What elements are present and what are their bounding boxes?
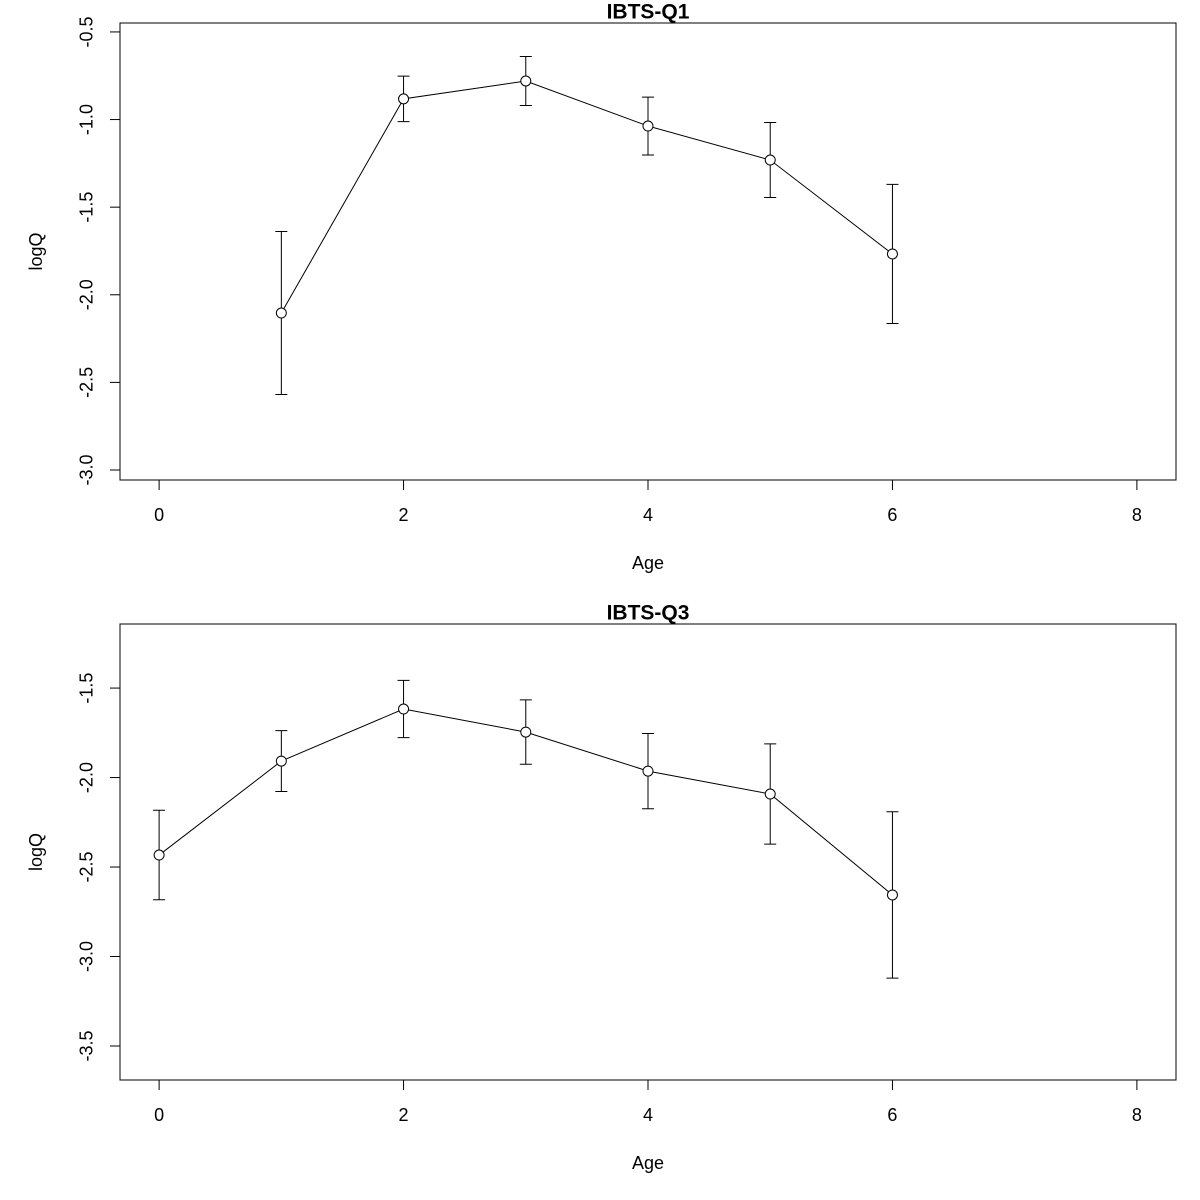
plot-box	[119, 22, 1177, 481]
point	[520, 75, 532, 87]
y-tick-label: -2.0	[77, 279, 97, 310]
y-tick-label: -2.5	[77, 852, 97, 883]
point	[398, 703, 410, 715]
chart-title: IBTS-Q3	[607, 602, 690, 625]
y-tick-label: -1.0	[77, 104, 97, 135]
chart-title: IBTS-Q1	[607, 1, 690, 24]
point	[764, 788, 776, 800]
x-tick-label: 4	[643, 505, 653, 525]
x-tick-label: 4	[643, 1105, 653, 1125]
y-tick-label: -1.5	[77, 673, 97, 704]
x-tick-label: 8	[1132, 505, 1142, 525]
y-tick-label: -2.0	[77, 762, 97, 793]
point	[275, 307, 287, 319]
point	[642, 120, 654, 132]
y-tick-label: -3.0	[77, 454, 97, 485]
y-axis-label: logQ	[26, 232, 46, 270]
x-tick-label: 2	[399, 505, 409, 525]
point	[275, 755, 287, 767]
point	[886, 889, 898, 901]
point	[520, 726, 532, 738]
y-tick-label: -3.5	[77, 1030, 97, 1061]
y-tick-label: -2.5	[77, 367, 97, 398]
point	[764, 154, 776, 166]
point	[642, 765, 654, 777]
y-tick-label: -1.5	[77, 192, 97, 223]
series-line	[280, 80, 893, 314]
x-tick-label: 6	[887, 1105, 897, 1125]
x-axis-label: Age	[632, 1153, 664, 1173]
y-tick-label: -3.0	[77, 941, 97, 972]
x-tick-label: 6	[887, 505, 897, 525]
point	[886, 248, 898, 260]
x-tick-label: 2	[399, 1105, 409, 1125]
x-tick-label: 0	[154, 505, 164, 525]
x-axis-label: Age	[632, 553, 664, 573]
plot-box	[119, 623, 1177, 1081]
x-tick-label: 0	[154, 1105, 164, 1125]
x-tick-label: 8	[1132, 1105, 1142, 1125]
point	[153, 849, 165, 861]
point	[398, 93, 410, 105]
y-axis-label: logQ	[26, 833, 46, 871]
y-tick-label: -0.5	[77, 16, 97, 47]
